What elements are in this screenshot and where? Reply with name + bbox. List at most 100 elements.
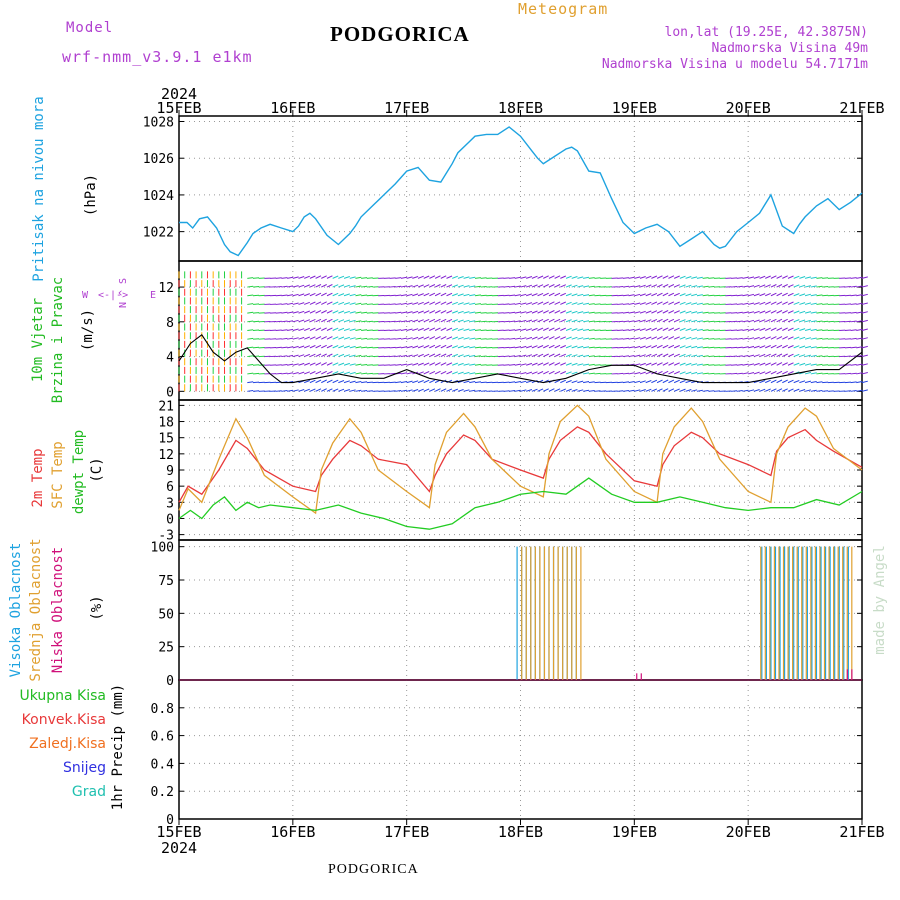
wind-barb bbox=[577, 276, 584, 279]
wind-barb bbox=[702, 363, 709, 366]
wind-barb bbox=[537, 327, 544, 331]
wind-barb bbox=[571, 302, 578, 305]
wind-barb bbox=[298, 354, 305, 358]
wind-barb bbox=[759, 319, 766, 323]
wind-barb bbox=[560, 336, 567, 340]
precip-legend-3: Snijeg bbox=[63, 760, 106, 776]
wind-barb bbox=[526, 345, 533, 349]
wind-barb bbox=[708, 329, 715, 331]
wind-barb bbox=[526, 371, 533, 375]
wind-barb bbox=[452, 388, 458, 392]
wind-barb bbox=[753, 328, 760, 331]
wind-barb bbox=[275, 312, 282, 314]
wind-barb bbox=[332, 292, 339, 297]
wind-barb bbox=[748, 285, 755, 288]
wind-barb bbox=[594, 277, 601, 279]
wind-barb bbox=[799, 380, 806, 384]
wind-barb bbox=[304, 345, 310, 349]
wind-barb bbox=[429, 310, 436, 314]
wind-barb bbox=[696, 372, 703, 375]
wind-barb bbox=[526, 302, 533, 305]
wind-barb bbox=[617, 294, 624, 297]
wind-barb bbox=[622, 381, 629, 384]
wind-barb bbox=[668, 336, 675, 340]
wind-barb bbox=[622, 346, 629, 349]
wind-barb bbox=[281, 285, 288, 288]
wind-barb bbox=[668, 344, 675, 349]
wind-barb bbox=[326, 284, 333, 288]
wind-barb bbox=[770, 362, 777, 366]
wind-barb bbox=[406, 311, 413, 314]
wind-barb bbox=[355, 363, 362, 366]
wind-barb bbox=[509, 337, 516, 340]
wind-barb bbox=[275, 303, 282, 305]
precip-legend-1: Konvek.Kisa bbox=[22, 712, 106, 728]
wind-barb bbox=[349, 337, 356, 340]
wind-barb bbox=[787, 284, 794, 288]
precip-ytick-label: 0 bbox=[166, 813, 174, 828]
wind-barb bbox=[537, 362, 544, 366]
wind-barb bbox=[474, 277, 481, 279]
wind-barb bbox=[787, 292, 794, 297]
wind-barb bbox=[765, 345, 771, 349]
precip-ytick-label: 0.2 bbox=[151, 785, 174, 800]
wind-barb bbox=[822, 303, 829, 305]
wind-barb bbox=[509, 303, 516, 305]
wind-barb bbox=[656, 292, 663, 297]
wind-barb bbox=[457, 310, 464, 314]
wind-barb bbox=[583, 294, 590, 297]
wind-barb bbox=[765, 388, 771, 392]
wind-barb bbox=[742, 389, 749, 392]
model-elevation-label: Nadmorska Visina u modelu 54.7171m bbox=[601, 57, 868, 72]
wind-barb bbox=[531, 345, 538, 349]
wind-barb bbox=[765, 379, 771, 384]
wind-barb bbox=[804, 371, 812, 375]
wind-barb bbox=[400, 294, 407, 297]
wind-barb bbox=[793, 380, 800, 384]
wind-barb bbox=[770, 388, 777, 392]
wind-barb bbox=[861, 319, 868, 323]
wind-barb bbox=[639, 319, 646, 323]
wind-barb bbox=[645, 310, 652, 314]
wind-barb bbox=[554, 301, 561, 305]
wind-barb bbox=[321, 318, 327, 323]
wind-barb bbox=[343, 389, 350, 392]
wind-barb bbox=[434, 292, 441, 297]
wind-barb bbox=[748, 293, 755, 297]
wind-barb bbox=[543, 327, 549, 331]
wind-barb bbox=[440, 301, 447, 305]
wind-barb bbox=[850, 277, 857, 279]
wind-barb bbox=[281, 355, 288, 358]
wind-barb bbox=[304, 293, 310, 297]
wind-barb bbox=[622, 320, 629, 323]
wind-barb bbox=[355, 285, 362, 288]
wind-barb bbox=[776, 388, 783, 392]
wind-barb bbox=[861, 276, 868, 279]
wind-barb bbox=[457, 319, 464, 323]
wind-barb bbox=[787, 275, 794, 279]
wind-barb bbox=[799, 284, 806, 288]
wind-barb bbox=[349, 345, 356, 349]
wind-barb bbox=[645, 301, 652, 305]
wind-barb bbox=[731, 372, 738, 375]
wind-barb bbox=[554, 275, 561, 279]
wind-barb bbox=[292, 293, 299, 297]
wind-barb bbox=[287, 354, 294, 358]
wind-barb bbox=[406, 285, 413, 288]
temp-line-0 bbox=[178, 426, 863, 503]
wind-barb bbox=[355, 389, 362, 392]
wind-barb bbox=[526, 310, 533, 314]
wind-barb bbox=[816, 311, 823, 314]
wind-barb bbox=[850, 337, 857, 340]
wind-barb bbox=[816, 337, 823, 340]
wind-barb bbox=[662, 292, 669, 297]
wind-barb bbox=[304, 319, 310, 323]
wind-barb bbox=[338, 327, 345, 331]
wind-barb bbox=[474, 372, 481, 375]
wind-barb bbox=[656, 318, 663, 323]
wind-barb bbox=[457, 284, 464, 288]
wind-barb bbox=[480, 329, 487, 331]
wind-barb bbox=[338, 388, 345, 392]
xtick-label-top: 21FEB bbox=[839, 99, 884, 117]
temp-ylabel-unit: (C) bbox=[89, 457, 105, 482]
